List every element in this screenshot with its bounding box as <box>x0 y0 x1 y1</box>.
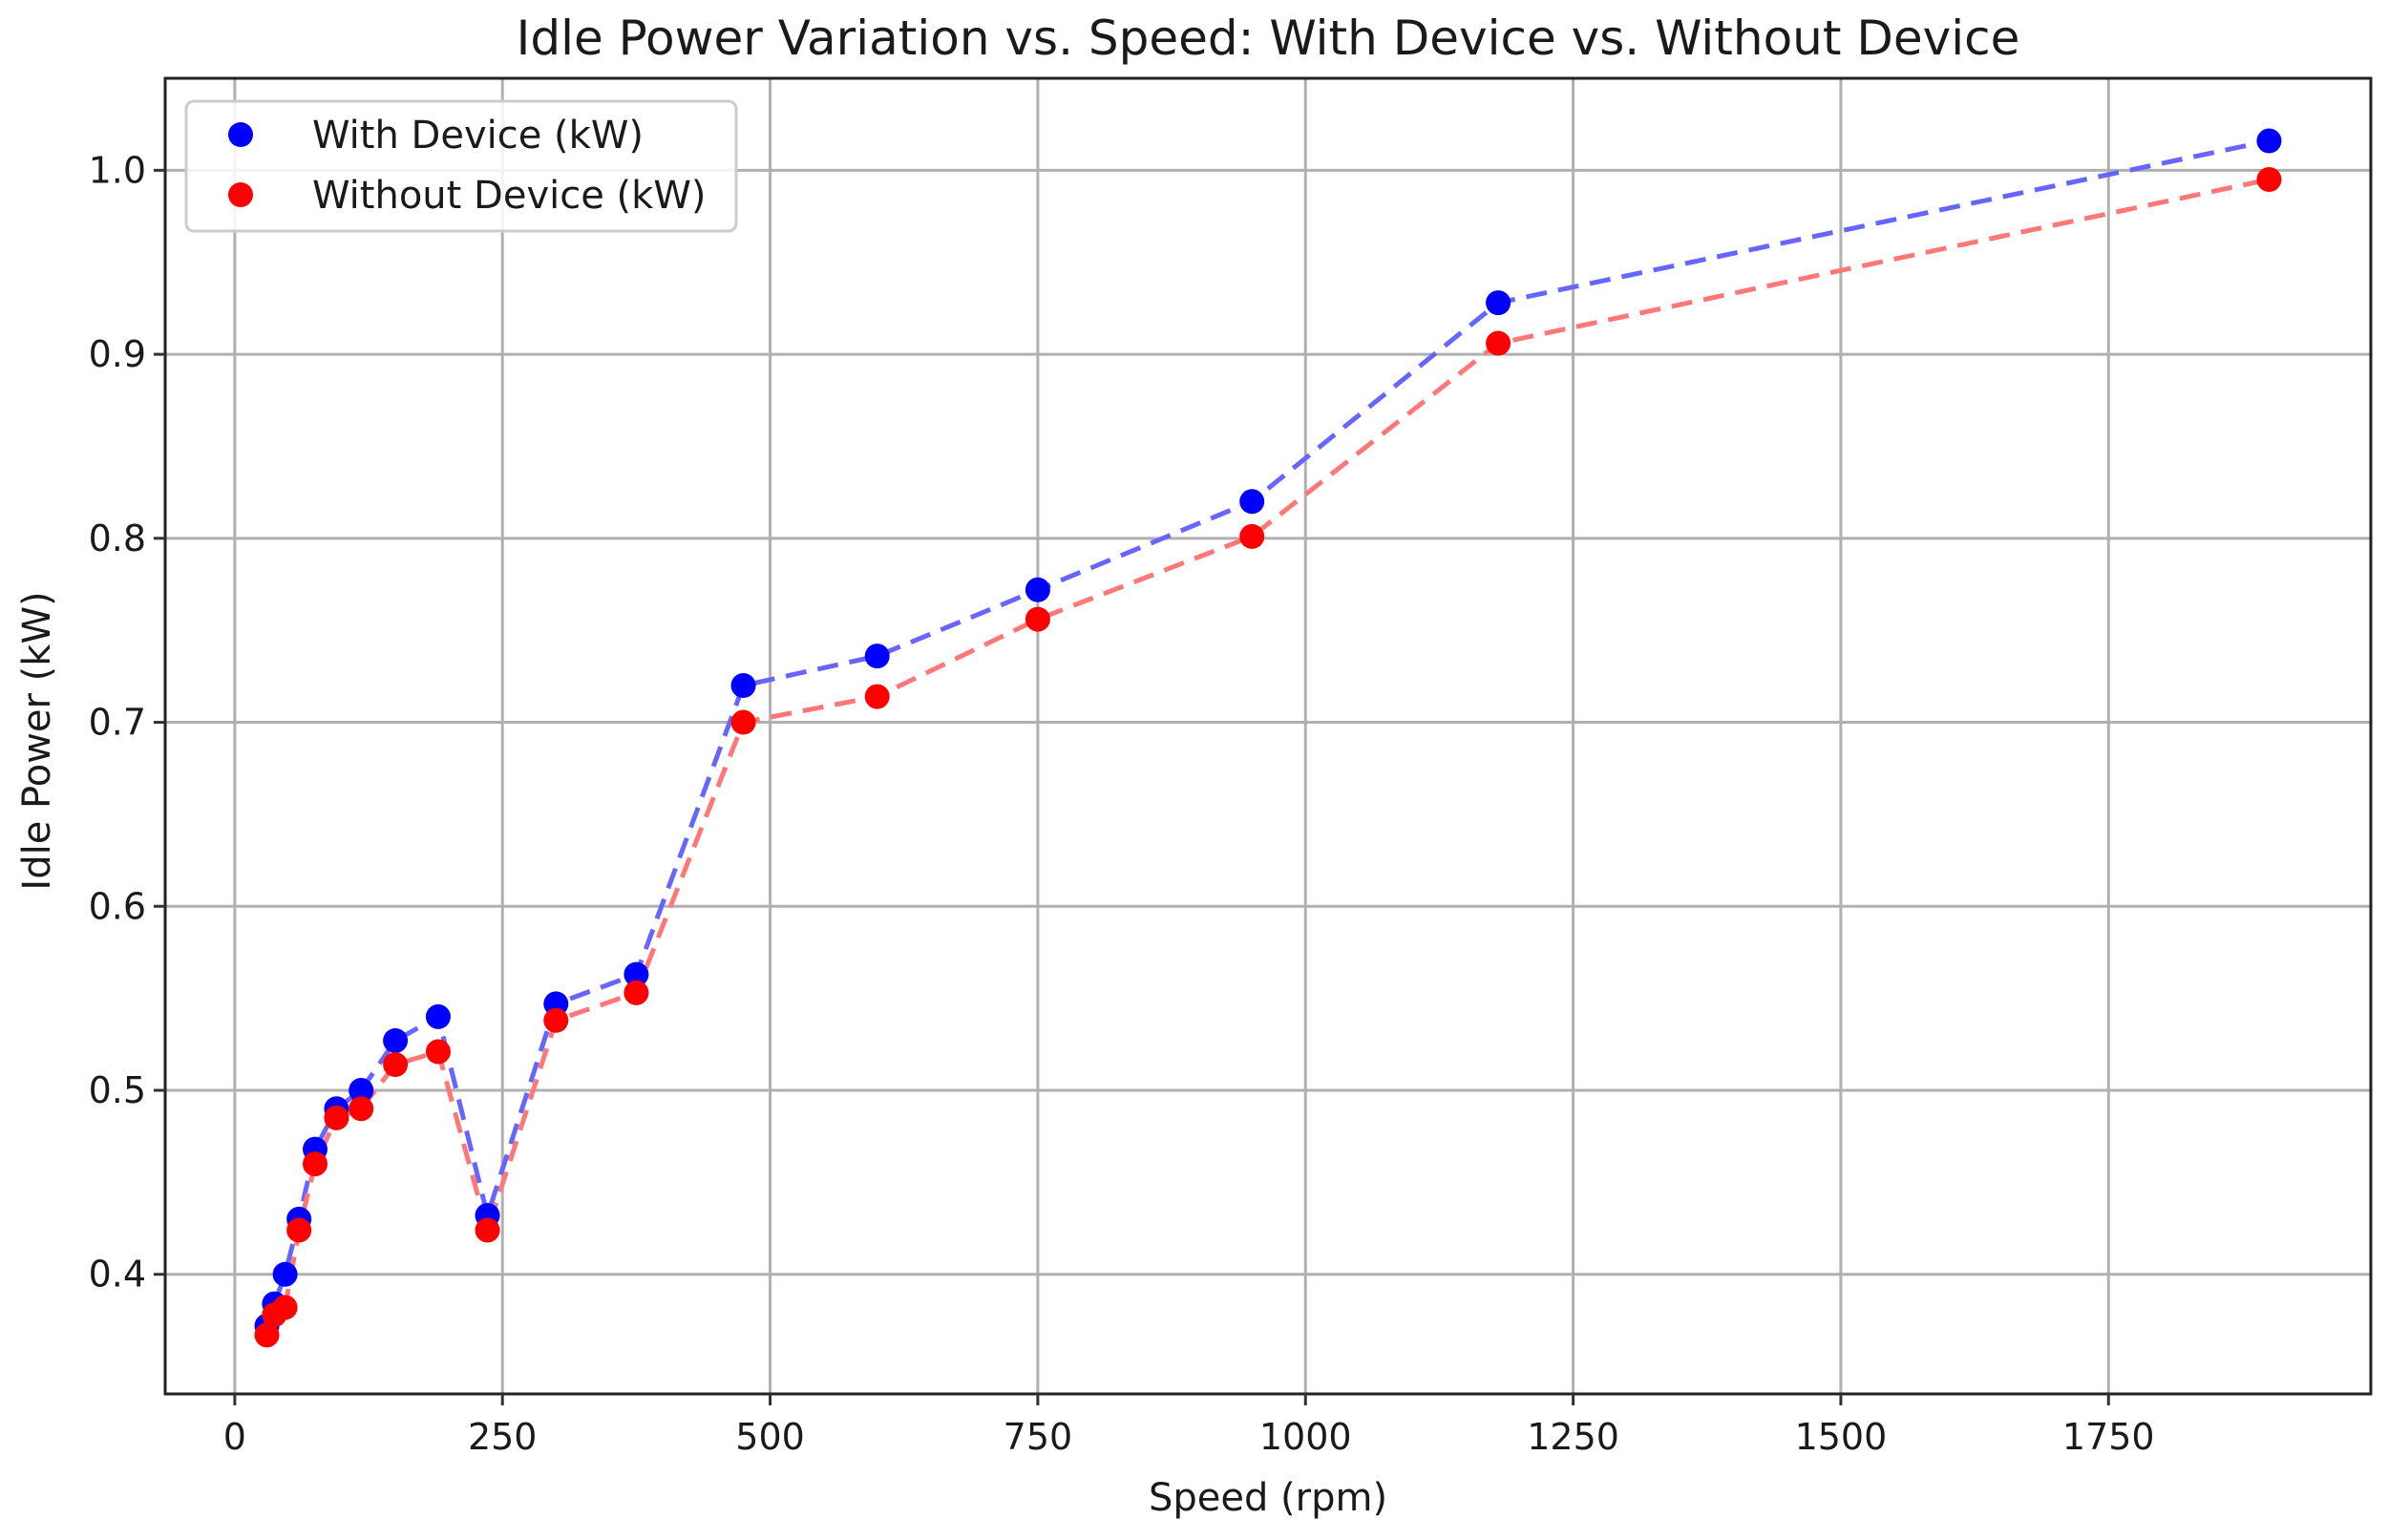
data-point-with-device <box>349 1078 374 1103</box>
chart-title: Idle Power Variation vs. Speed: With Dev… <box>517 11 2020 66</box>
data-point-with-device <box>623 961 649 987</box>
series-line-without-device <box>264 177 2270 1337</box>
legend-label: With Device (kW) <box>312 114 644 158</box>
legend-marker <box>228 182 253 207</box>
x-tick-label: 500 <box>735 1416 805 1458</box>
data-point-without-device <box>730 709 756 735</box>
data-point-with-device <box>864 643 890 669</box>
data-point-without-device <box>349 1096 374 1122</box>
legend: With Device (kW) Without Device (kW) <box>184 99 738 233</box>
data-point-without-device <box>543 1007 569 1033</box>
x-axis-label: Speed (rpm) <box>1149 1476 1387 1520</box>
y-tick-label: 1.0 <box>89 149 146 191</box>
data-point-without-device <box>1486 330 1511 356</box>
y-axis-label: Idle Power (kW) <box>15 591 59 890</box>
data-point-with-device <box>425 1003 451 1029</box>
grid-lines <box>165 78 2371 1394</box>
legend-marker <box>228 122 253 147</box>
data-point-without-device <box>623 980 649 1005</box>
x-tick-label: 250 <box>468 1416 538 1458</box>
data-point-without-device <box>2256 167 2282 192</box>
data-point-with-device <box>730 673 756 698</box>
data-point-with-device <box>1025 577 1050 602</box>
plot-area <box>165 78 2371 1394</box>
data-point-without-device <box>475 1217 500 1243</box>
data-point-without-device <box>864 684 890 709</box>
x-tick-label: 1750 <box>2062 1416 2155 1458</box>
data-point-with-device <box>272 1261 298 1287</box>
data-point-without-device <box>254 1322 280 1348</box>
data-point-with-device <box>2256 128 2282 154</box>
data-point-without-device <box>286 1217 312 1243</box>
data-point-without-device <box>1025 606 1050 632</box>
y-tick-label: 0.7 <box>89 702 146 744</box>
x-tick-label: 1000 <box>1259 1416 1352 1458</box>
series-layer <box>254 128 2282 1348</box>
y-tick-label: 0.5 <box>89 1069 146 1111</box>
data-point-without-device <box>383 1052 409 1078</box>
y-tick-label: 0.9 <box>89 333 146 375</box>
data-point-without-device <box>302 1151 328 1177</box>
x-tick-label: 1500 <box>1795 1416 1888 1458</box>
x-tick-label: 750 <box>1004 1416 1073 1458</box>
axis-ticks: 0 250 500 750 1000 1250 1500 1750 0.4 0.5 0.6 0.7 0.… <box>89 149 2155 1458</box>
legend-box <box>184 99 738 233</box>
legend-label: Without Device (kW) <box>312 174 706 218</box>
y-tick-label: 0.6 <box>89 885 146 927</box>
data-point-without-device <box>1239 523 1265 549</box>
data-point-with-device <box>383 1027 409 1053</box>
x-tick-label: 0 <box>223 1416 246 1458</box>
x-tick-label: 1250 <box>1527 1416 1619 1458</box>
data-point-without-device <box>272 1295 298 1320</box>
y-tick-label: 0.4 <box>89 1254 146 1296</box>
data-point-without-device <box>324 1105 349 1130</box>
y-tick-label: 0.8 <box>89 517 146 559</box>
data-point-with-device <box>1486 290 1511 316</box>
data-point-with-device <box>1239 489 1265 515</box>
data-point-without-device <box>425 1039 451 1065</box>
plot-frame <box>163 76 2373 1396</box>
